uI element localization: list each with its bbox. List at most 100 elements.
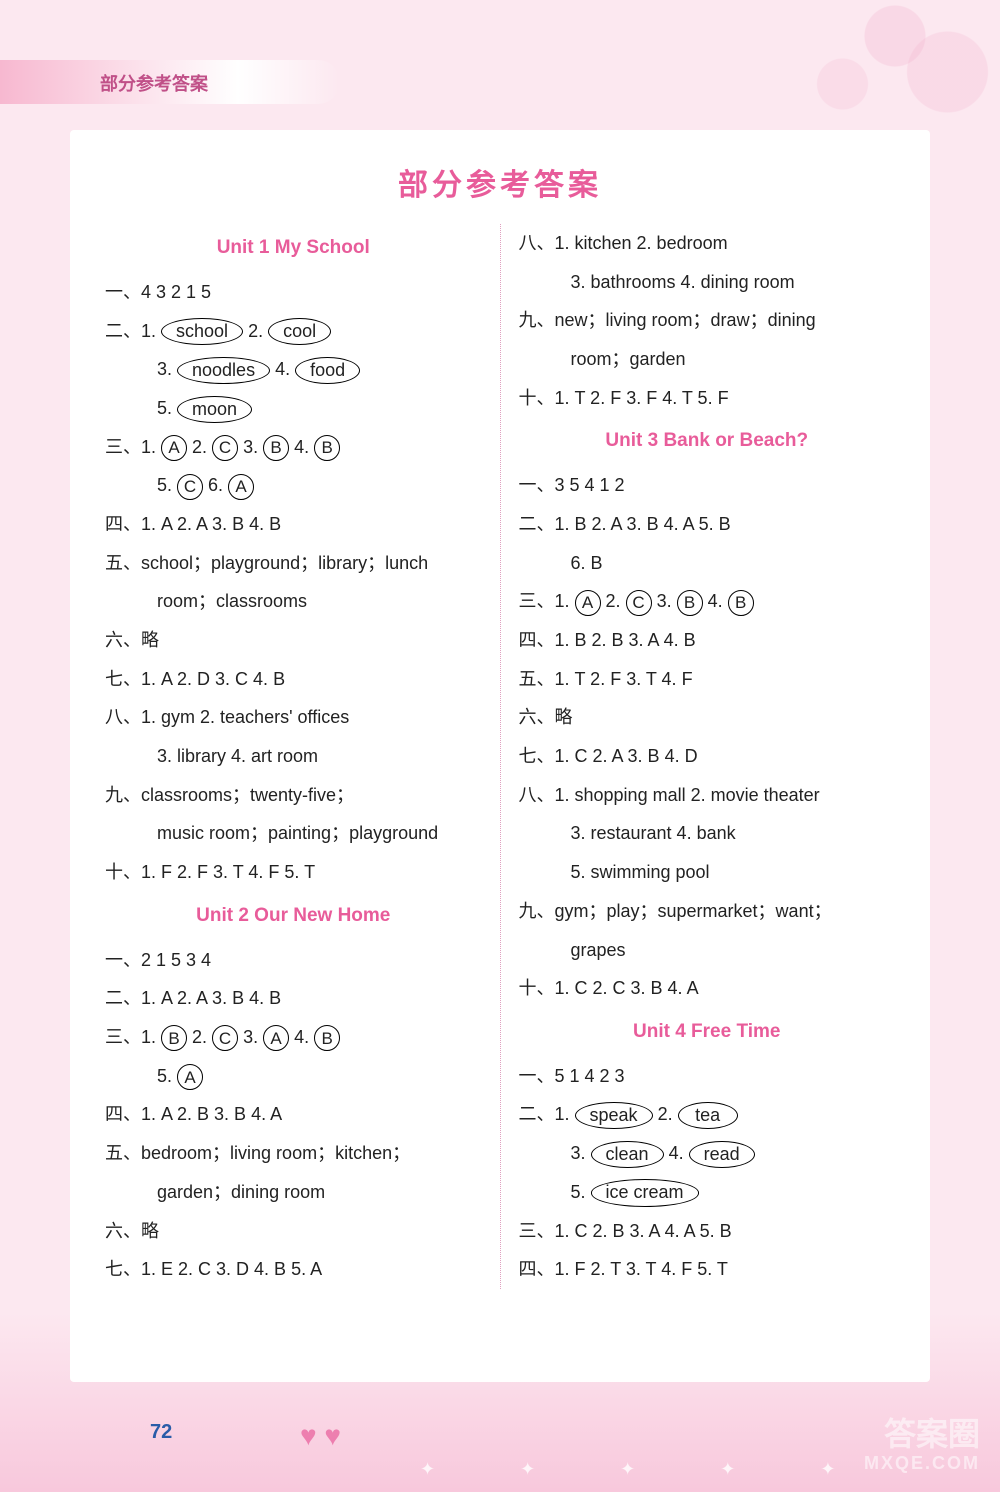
u2-q8a: 八、1. kitchen 2. bedroom <box>519 224 896 263</box>
u2-q3-a1: B <box>161 1025 187 1051</box>
u1-q2-s4: 4. <box>275 359 295 379</box>
u2-q8b: 3. bathrooms 4. dining room <box>519 263 896 302</box>
u3-q9b: grapes <box>519 931 896 970</box>
u1-q3-line2: 5. C 6. A <box>105 466 482 505</box>
u1-q2-s5: 5. <box>157 398 177 418</box>
u2-q3-line1: 三、1. B 2. C 3. A 4. B <box>105 1018 482 1057</box>
u4-q2-a2: tea <box>678 1102 738 1129</box>
u1-q3-a2: C <box>212 435 238 461</box>
u2-q7: 七、1. E 2. C 3. D 4. B 5. A <box>105 1250 482 1289</box>
columns: Unit 1 My School 一、4 3 2 1 5 二、1. school… <box>70 224 930 1289</box>
u3-q1: 一、3 5 4 1 2 <box>519 466 896 505</box>
bg-decoration-top <box>650 0 1000 120</box>
u3-q7: 七、1. C 2. A 3. B 4. D <box>519 737 896 776</box>
u4-q2-a3: clean <box>591 1141 664 1168</box>
u1-q2-a3: noodles <box>177 357 270 384</box>
u3-q3-prefix: 三、1. <box>519 591 575 611</box>
u3-q3-s3: 3. <box>657 591 677 611</box>
u2-q9a: 九、new；living room；draw；dining <box>519 301 896 340</box>
u3-q9a: 九、gym；play；supermarket；want； <box>519 892 896 931</box>
u3-q4: 四、1. B 2. B 3. A 4. B <box>519 621 896 660</box>
unit1-title: Unit 1 My School <box>105 228 482 269</box>
u3-q6: 六、略 <box>519 698 896 737</box>
u1-q3-prefix: 三、1. <box>105 437 161 457</box>
u1-q9a: 九、classrooms；twenty-five； <box>105 776 482 815</box>
u4-q1: 一、5 1 4 2 3 <box>519 1057 896 1096</box>
unit4-title: Unit 4 Free Time <box>519 1012 896 1053</box>
u3-q8b: 3. restaurant 4. bank <box>519 814 896 853</box>
u3-q3-a3: B <box>677 590 703 616</box>
u3-q8c: 5. swimming pool <box>519 853 896 892</box>
u4-q2-s5: 5. <box>571 1182 591 1202</box>
u3-q3-s2: 2. <box>606 591 626 611</box>
u4-q2-line3: 5. ice cream <box>519 1173 896 1212</box>
u2-q1: 一、2 1 5 3 4 <box>105 941 482 980</box>
column-left: Unit 1 My School 一、4 3 2 1 5 二、1. school… <box>105 224 500 1289</box>
u2-q3-a4: B <box>314 1025 340 1051</box>
u1-q8a: 八、1. gym 2. teachers' offices <box>105 698 482 737</box>
u2-q3-a2: C <box>212 1025 238 1051</box>
u1-q7: 七、1. A 2. D 3. C 4. B <box>105 660 482 699</box>
u4-q2-line2: 3. clean 4. read <box>519 1134 896 1173</box>
u2-q3-s5: 5. <box>157 1066 177 1086</box>
u4-q2-a1: speak <box>575 1102 653 1129</box>
u2-q5a: 五、bedroom；living room；kitchen； <box>105 1134 482 1173</box>
heart-decoration: ♥ ♥ <box>300 1420 341 1452</box>
u1-q9b: music room；painting；playground <box>105 814 482 853</box>
u4-q3: 三、1. C 2. B 3. A 4. A 5. B <box>519 1212 896 1251</box>
u1-q2-line2: 3. noodles 4. food <box>105 350 482 389</box>
u4-q2-s4: 4. <box>669 1143 689 1163</box>
watermark: 答案圈 MXQE.COM <box>864 1418 980 1472</box>
u2-q2: 二、1. A 2. A 3. B 4. B <box>105 979 482 1018</box>
u1-q3-s6: 6. <box>208 475 228 495</box>
u1-q3-s3: 3. <box>243 437 263 457</box>
u1-q2-line3: 5. moon <box>105 389 482 428</box>
u3-q8a: 八、1. shopping mall 2. movie theater <box>519 776 896 815</box>
u1-q5b: room；classrooms <box>105 582 482 621</box>
u2-q5b: garden；dining room <box>105 1173 482 1212</box>
u1-q1: 一、4 3 2 1 5 <box>105 273 482 312</box>
u2-q6: 六、略 <box>105 1212 482 1251</box>
unit3-title: Unit 3 Bank or Beach? <box>519 421 896 462</box>
u1-q2-a5: moon <box>177 396 252 423</box>
u3-q3-a2: C <box>626 590 652 616</box>
u1-q3-line1: 三、1. A 2. C 3. B 4. B <box>105 428 482 467</box>
u1-q2-s2: 2. <box>248 321 268 341</box>
u1-q4: 四、1. A 2. A 3. B 4. B <box>105 505 482 544</box>
star-decoration: ✦ ✦ ✦ ✦ ✦ <box>420 1459 875 1480</box>
u3-q5: 五、1. T 2. F 3. T 4. F <box>519 660 896 699</box>
u3-q3-s4: 4. <box>708 591 728 611</box>
u2-q3-s4: 4. <box>294 1027 314 1047</box>
u2-q3-a3: A <box>263 1025 289 1051</box>
u1-q3-a3: B <box>263 435 289 461</box>
u4-q2-a5: ice cream <box>591 1179 699 1206</box>
u1-q3-s2: 2. <box>192 437 212 457</box>
u1-q2-a1: school <box>161 318 243 345</box>
u1-q3-a5: C <box>177 474 203 500</box>
u3-q2a: 二、1. B 2. A 3. B 4. A 5. B <box>519 505 896 544</box>
u4-q2-s3: 3. <box>571 1143 591 1163</box>
u4-q2-s2: 2. <box>658 1104 678 1124</box>
unit2-title: Unit 2 Our New Home <box>105 896 482 937</box>
u2-q3-s2: 2. <box>192 1027 212 1047</box>
u1-q5a: 五、school；playground；library；lunch <box>105 544 482 583</box>
header-small-title: 部分参考答案 <box>100 70 208 96</box>
u2-q10: 十、1. T 2. F 3. F 4. T 5. F <box>519 379 896 418</box>
u1-q2-s3: 3. <box>157 359 177 379</box>
page-number: 72 <box>150 1421 172 1444</box>
u1-q10: 十、1. F 2. F 3. T 4. F 5. T <box>105 853 482 892</box>
u3-q3-a1: A <box>575 590 601 616</box>
u2-q3-a5: A <box>177 1064 203 1090</box>
u1-q6: 六、略 <box>105 621 482 660</box>
u3-q10: 十、1. C 2. C 3. B 4. A <box>519 969 896 1008</box>
u4-q2-prefix: 二、1. <box>519 1104 575 1124</box>
u2-q9b: room；garden <box>519 340 896 379</box>
u1-q2-line1: 二、1. school 2. cool <box>105 312 482 351</box>
watermark-sub: MXQE.COM <box>864 1454 980 1472</box>
u4-q2-a4: read <box>689 1141 755 1168</box>
u1-q8b: 3. library 4. art room <box>105 737 482 776</box>
u2-q3-line2: 5. A <box>105 1057 482 1096</box>
page-content: 部分参考答案 Unit 1 My School 一、4 3 2 1 5 二、1.… <box>70 130 930 1382</box>
watermark-main: 答案圈 <box>884 1416 980 1452</box>
u1-q3-a6: A <box>228 474 254 500</box>
